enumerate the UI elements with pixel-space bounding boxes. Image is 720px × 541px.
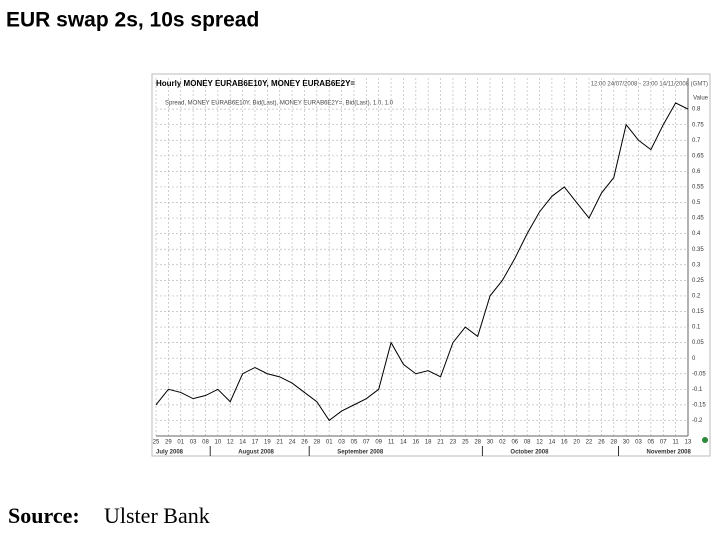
y-tick-label: -0.05 bbox=[692, 371, 706, 377]
y-tick-label: 0.5 bbox=[692, 200, 701, 206]
x-tick-label: 01 bbox=[326, 440, 333, 446]
x-tick-label: 05 bbox=[648, 440, 655, 446]
x-tick-label: 13 bbox=[685, 440, 692, 446]
x-tick-label: 07 bbox=[660, 440, 667, 446]
month-label: July 2008 bbox=[156, 450, 184, 456]
y-tick-label: 0.55 bbox=[692, 185, 704, 191]
y-tick-label: -0.2 bbox=[692, 418, 703, 424]
x-tick-label: 08 bbox=[202, 440, 209, 446]
y-tick-label: 0.7 bbox=[692, 138, 701, 144]
y-tick-label: 0.25 bbox=[692, 278, 704, 284]
y-tick-label: 0.1 bbox=[692, 325, 701, 331]
x-tick-label: 26 bbox=[598, 440, 605, 446]
source: Ulster Bank bbox=[104, 503, 210, 528]
x-tick-label: 06 bbox=[511, 440, 518, 446]
x-tick-label: 24 bbox=[289, 440, 296, 446]
y-tick-label: 0 bbox=[692, 356, 696, 362]
x-tick-label: 07 bbox=[363, 440, 370, 446]
x-tick-label: 30 bbox=[623, 440, 630, 446]
x-tick-label: 02 bbox=[499, 440, 506, 446]
month-label: November 2008 bbox=[647, 450, 692, 456]
line bbox=[155, 102, 689, 422]
y-tick-label: -0.15 bbox=[692, 402, 706, 408]
x-tick-label: 28 bbox=[474, 440, 481, 446]
x-tick-label: 05 bbox=[351, 440, 358, 446]
y-tick-label: 0.45 bbox=[692, 216, 704, 222]
x-tick-label: 21 bbox=[276, 440, 283, 446]
x-tick-label: 08 bbox=[524, 440, 531, 446]
month-label: October 2008 bbox=[510, 450, 549, 456]
y-tick-label: 0.75 bbox=[692, 122, 704, 128]
y-tick-label: 0.2 bbox=[692, 293, 701, 299]
y-tick-label: 0.35 bbox=[692, 247, 704, 253]
chart-subtitle: Hourly MONEY EURAB6E10Y, MONEY EURAB6E2Y… bbox=[156, 79, 355, 88]
x-tick-label: 12 bbox=[536, 440, 543, 446]
month-label: September 2008 bbox=[337, 450, 384, 456]
x-tick-label: 21 bbox=[437, 440, 444, 446]
x-tick-label: 11 bbox=[673, 440, 680, 446]
x-tick-label: 30 bbox=[487, 440, 494, 446]
y-tick-label: 0.15 bbox=[692, 309, 704, 315]
y-tick-label: -0.1 bbox=[692, 387, 703, 393]
y-tick-label: 0.4 bbox=[692, 231, 701, 237]
x-tick-label: 20 bbox=[573, 440, 580, 446]
x-tick-label: 28 bbox=[313, 440, 320, 446]
x-tick-label: 18 bbox=[425, 440, 432, 446]
x-tick-label: 29 bbox=[165, 440, 172, 446]
x-tick-label: 14 bbox=[400, 440, 407, 446]
y-tick-label: 0.65 bbox=[692, 153, 704, 159]
x-tick-label: 23 bbox=[450, 440, 457, 446]
status-dot bbox=[702, 437, 708, 443]
x-tick-label: 12 bbox=[227, 440, 234, 446]
y-tick-label: 0.3 bbox=[692, 262, 701, 268]
x-tick-label: 17 bbox=[252, 440, 259, 446]
source-label: Source: bbox=[8, 503, 80, 528]
x-tick-label: 16 bbox=[412, 440, 419, 446]
y-tick-label: 0.6 bbox=[692, 169, 701, 175]
x-tick-label: 28 bbox=[610, 440, 617, 446]
y-tick-label: 0.8 bbox=[692, 107, 701, 113]
legend-text: Spread, MONEY EURAB6E10Y, Bid(Last), MON… bbox=[165, 101, 394, 107]
x-tick-label: 01 bbox=[177, 440, 184, 446]
x-tick-label: 25 bbox=[462, 440, 469, 446]
x-tick-label: 03 bbox=[190, 440, 197, 446]
x-tick-label: 03 bbox=[635, 440, 642, 446]
x-tick-label: 16 bbox=[561, 440, 568, 446]
chart-title: EUR swap 2s, 10s spread bbox=[6, 9, 259, 32]
x-tick-label: 14 bbox=[239, 440, 246, 446]
x-tick-label: 10 bbox=[215, 440, 222, 446]
x-tick-label: 09 bbox=[375, 440, 382, 446]
date-range: 12:00 24/07/2008 - 23:00 14/11/2008 (GMT… bbox=[591, 82, 708, 88]
x-tick-label: 25 bbox=[153, 440, 160, 446]
x-tick-label: 22 bbox=[586, 440, 593, 446]
x-tick-label: 26 bbox=[301, 440, 308, 446]
y-axis-label: Value bbox=[693, 96, 709, 102]
month-label: August 2008 bbox=[238, 450, 274, 456]
x-tick-label: 14 bbox=[549, 440, 556, 446]
y-tick-label: 0.05 bbox=[692, 340, 704, 346]
x-tick-label: 19 bbox=[264, 440, 271, 446]
x-tick-label: 03 bbox=[338, 440, 345, 446]
x-tick-label: 11 bbox=[388, 440, 395, 446]
